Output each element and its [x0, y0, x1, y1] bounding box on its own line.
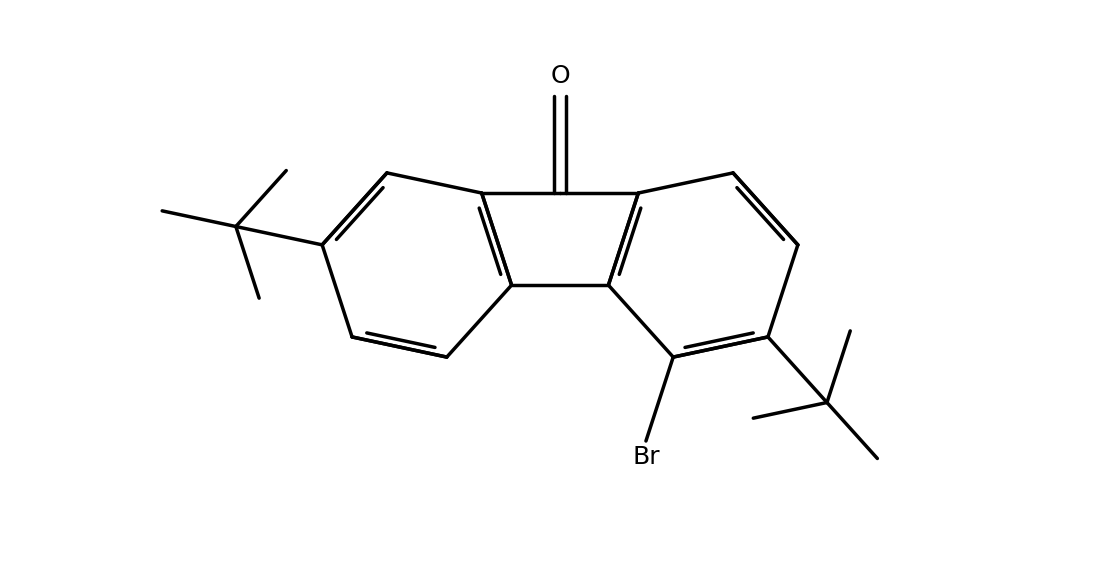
- Text: Br: Br: [632, 445, 660, 469]
- Text: O: O: [550, 63, 570, 88]
